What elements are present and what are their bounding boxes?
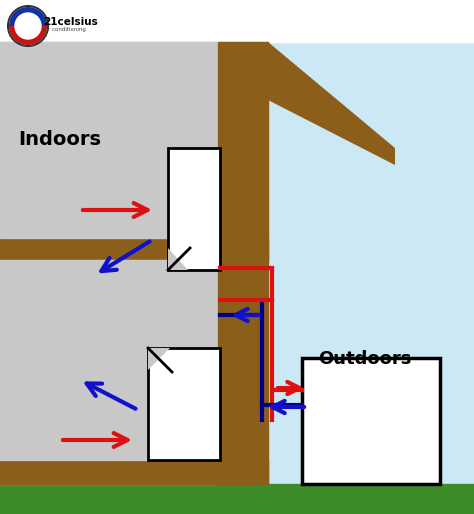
Text: air conditioning: air conditioning <box>43 28 86 32</box>
Bar <box>0 238 268 260</box>
Polygon shape <box>218 42 395 165</box>
Text: 21celsius: 21celsius <box>43 17 98 27</box>
Polygon shape <box>168 248 188 270</box>
Bar <box>0 0 474 42</box>
Bar <box>0 42 268 484</box>
Bar <box>168 148 220 270</box>
Bar <box>0 460 268 484</box>
Polygon shape <box>148 348 170 370</box>
Bar <box>0 460 216 484</box>
Wedge shape <box>9 7 47 26</box>
Bar <box>302 358 440 484</box>
Wedge shape <box>9 26 47 45</box>
Circle shape <box>15 13 41 39</box>
Text: Indoors: Indoors <box>18 130 101 149</box>
Bar <box>148 348 220 460</box>
Bar <box>218 42 268 484</box>
Bar <box>0 484 474 514</box>
Bar <box>0 42 216 238</box>
Bar <box>0 260 216 460</box>
Text: Outdoors: Outdoors <box>318 350 411 368</box>
Circle shape <box>8 6 48 46</box>
